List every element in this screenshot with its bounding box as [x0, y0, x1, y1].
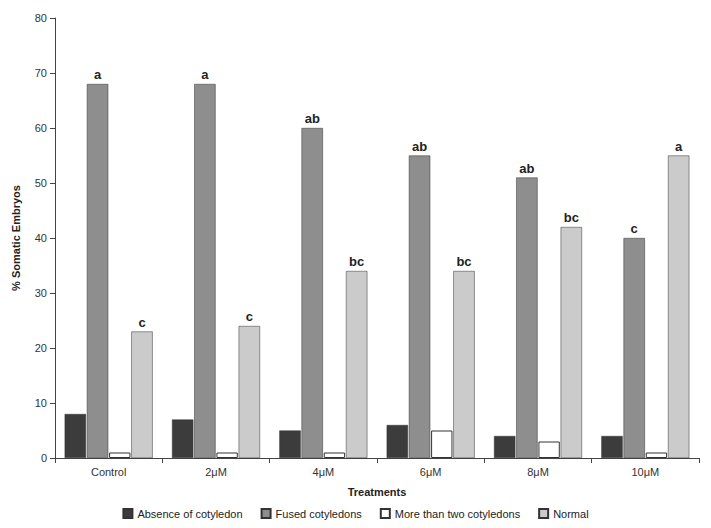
svg-text:ab: ab — [412, 139, 427, 154]
svg-text:% Somatic Embryos: % Somatic Embryos — [10, 185, 22, 291]
svg-text:a: a — [675, 139, 683, 154]
svg-text:0: 0 — [41, 452, 47, 464]
svg-text:60: 60 — [35, 122, 47, 134]
svg-text:More than two cotyledons: More than two cotyledons — [395, 508, 521, 520]
svg-text:Treatments: Treatments — [348, 486, 407, 498]
svg-text:50: 50 — [35, 177, 47, 189]
svg-text:8μM: 8μM — [527, 466, 549, 478]
svg-text:20: 20 — [35, 342, 47, 354]
svg-text:2μM: 2μM — [205, 466, 227, 478]
svg-text:6μM: 6μM — [420, 466, 442, 478]
svg-text:c: c — [631, 221, 638, 236]
svg-text:40: 40 — [35, 232, 47, 244]
svg-text:ab: ab — [519, 161, 534, 176]
svg-text:bc: bc — [564, 210, 579, 225]
svg-text:Normal: Normal — [553, 508, 588, 520]
svg-text:4μM: 4μM — [313, 466, 335, 478]
svg-text:a: a — [94, 67, 102, 82]
svg-text:10μM: 10μM — [631, 466, 659, 478]
svg-text:70: 70 — [35, 67, 47, 79]
svg-text:a: a — [201, 67, 209, 82]
svg-text:Control: Control — [91, 466, 126, 478]
svg-text:c: c — [246, 309, 253, 324]
svg-text:10: 10 — [35, 397, 47, 409]
svg-text:Fused cotyledons: Fused cotyledons — [276, 508, 363, 520]
svg-text:30: 30 — [35, 287, 47, 299]
svg-text:bc: bc — [349, 254, 364, 269]
svg-text:bc: bc — [456, 254, 471, 269]
svg-text:c: c — [138, 315, 145, 330]
svg-text:80: 80 — [35, 12, 47, 24]
svg-text:ab: ab — [305, 111, 320, 126]
svg-text:Absence of cotyledon: Absence of cotyledon — [137, 508, 242, 520]
